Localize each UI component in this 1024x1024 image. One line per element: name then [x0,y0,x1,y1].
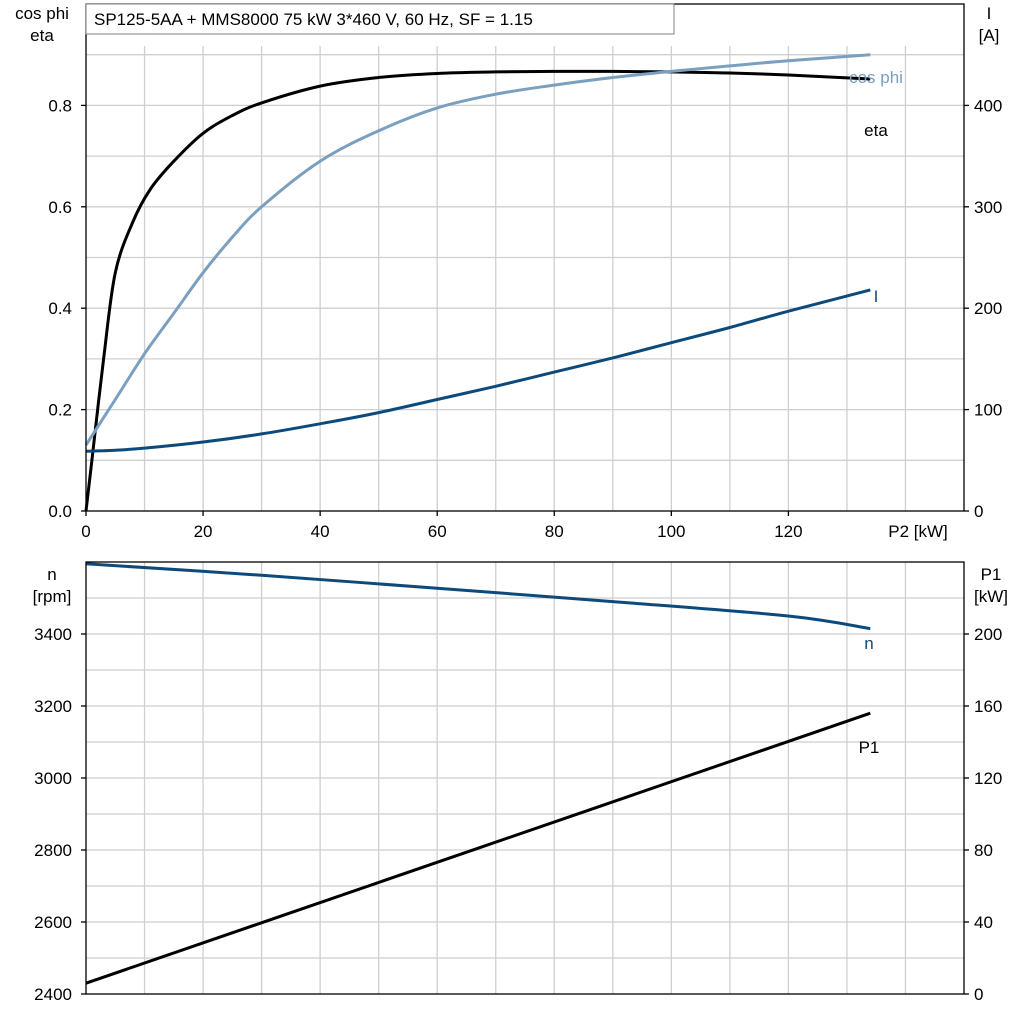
y-right-tick-label: 200 [974,299,1002,318]
y-left-tick-label: 2800 [34,841,72,860]
y-right-tick-label: 300 [974,198,1002,217]
bottom-curves: n P1 [85,562,880,985]
series-n-line [85,562,871,631]
series-p1-label: P1 [859,738,880,757]
x-tick-label: 40 [311,522,330,541]
x-tick-label: 0 [81,522,90,541]
y-left-tick-label: 0.8 [48,96,72,115]
y-right-tick-label: 200 [974,625,1002,644]
series-p1-line [85,711,871,985]
y-left-tick-label: 2600 [34,913,72,932]
y-left-tick-label: 3000 [34,769,72,788]
series-i-line [85,288,871,453]
title-box [85,3,675,35]
y-left-tick-label: 0.6 [48,198,72,217]
series-eta-label: eta [864,121,888,140]
top-gridlines [86,46,964,511]
y-left-tick-label: 3200 [34,697,72,716]
series-cos-phi-line [84,53,871,446]
top-curves: eta cos phi I [84,53,903,512]
y-left-tick-label: 2400 [34,985,72,1004]
bottom-gridlines [86,562,964,994]
x-tick-label: 120 [774,522,802,541]
y-right-tick-label: 0 [974,502,983,521]
bottom-left-axis-label-1: n [47,565,56,584]
y-left-tick-label: 0.4 [48,299,72,318]
series-n-label: n [864,634,873,653]
y-right-tick-label: 160 [974,697,1002,716]
x-tick-label: 20 [194,522,213,541]
y-right-tick-label: 80 [974,841,993,860]
top-left-axis-label-1: cos phi [15,4,69,23]
top-right-axis-label-2: [A] [979,26,1000,45]
y-right-tick-label: 100 [974,401,1002,420]
x-tick-label: 80 [545,522,564,541]
top-left-axis-label-2: eta [30,26,54,45]
y-right-tick-label: 400 [974,96,1002,115]
x-axis-label: P2 [kW] [888,522,948,541]
y-left-tick-label: 0.2 [48,401,72,420]
y-right-tick-label: 40 [974,913,993,932]
series-cos-phi-label: cos phi [849,68,903,87]
series-i-label: I [874,287,879,306]
top-right-axis-label-1: I [987,4,992,23]
x-tick-label: 100 [657,522,685,541]
chart-title: SP125-5AA + MMS8000 75 kW 3*460 V, 60 Hz… [94,10,533,29]
bottom-ticks: 2400 2600 2800 3000 3200 3400 0 40 80 120 160 200 [34,625,1002,1004]
bottom-right-axis-label-1: P1 [981,565,1002,584]
bottom-left-axis-label-2: [rpm] [33,587,72,606]
bottom-right-axis-label-2: [kW] [974,587,1008,606]
y-right-tick-label: 0 [974,985,983,1004]
y-right-tick-label: 120 [974,769,1002,788]
y-left-tick-label: 3400 [34,625,72,644]
x-tick-label: 60 [428,522,447,541]
top-ticks: 0.0 0.2 0.4 0.6 0.8 0 100 200 300 400 0 20 40 60 80 100… [48,96,1002,541]
y-left-tick-label: 0.0 [48,502,72,521]
